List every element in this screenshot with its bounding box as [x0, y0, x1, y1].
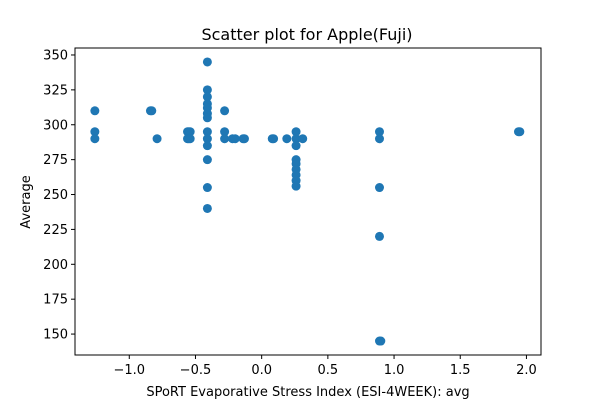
x-axis-label: SPoRT Evaporative Stress Index (ESI-4WEE… — [146, 385, 469, 400]
scatter-point — [90, 106, 100, 116]
y-tick-label: 225 — [43, 223, 68, 238]
x-tick-label: −1.0 — [113, 363, 145, 378]
scatter-point — [220, 134, 230, 144]
scatter-point — [298, 134, 308, 144]
y-axis-ticks: 150 175 200 225 250 275 300 325 350 — [43, 48, 75, 343]
scatter-point — [202, 155, 212, 165]
scatter-point — [374, 127, 384, 137]
y-tick-label: 175 — [43, 293, 68, 308]
scatter-point — [230, 134, 240, 144]
points-layer — [90, 57, 525, 346]
y-tick-label: 250 — [43, 188, 68, 203]
x-tick-label: 1.0 — [384, 363, 405, 378]
x-tick-label: 0.0 — [251, 363, 272, 378]
x-tick-label: 0.5 — [318, 363, 339, 378]
scatter-point — [269, 134, 279, 144]
scatter-point — [185, 134, 195, 144]
plot-frame — [74, 47, 542, 356]
y-tick-label: 325 — [43, 83, 68, 98]
x-tick-label: −0.5 — [180, 363, 212, 378]
y-tick-label: 350 — [43, 48, 68, 63]
scatter-point — [239, 134, 249, 144]
y-tick-label: 150 — [43, 328, 68, 343]
y-tick-label: 300 — [43, 118, 68, 133]
scatter-point — [90, 134, 100, 144]
scatter-point — [220, 106, 230, 116]
scatter-point — [202, 85, 212, 95]
scatter-point — [220, 127, 230, 137]
scatter-point — [374, 231, 384, 241]
scatter-point — [202, 203, 212, 213]
scatter-point — [152, 134, 162, 144]
y-tick-label: 200 — [43, 258, 68, 273]
scatter-point — [291, 134, 301, 144]
chart-title: Scatter plot for Apple(Fuji) — [201, 25, 412, 44]
scatter-point — [282, 134, 292, 144]
scatter-point — [202, 127, 212, 137]
y-axis-label: Average — [19, 175, 34, 228]
x-axis-ticks: −1.0 −0.5 0.0 0.5 1.0 1.5 2.0 — [113, 355, 537, 378]
scatter-point — [374, 183, 384, 193]
scatter-point — [202, 183, 212, 193]
scatter-point — [515, 127, 525, 137]
scatter-point — [147, 106, 157, 116]
scatter-point — [202, 113, 212, 123]
scatter-point — [202, 92, 212, 102]
x-tick-label: 1.5 — [450, 363, 471, 378]
scatter-point — [291, 127, 301, 137]
scatter-point — [376, 336, 386, 346]
scatter-point — [185, 127, 195, 137]
x-tick-label: 2.0 — [516, 363, 537, 378]
scatter-point — [202, 57, 212, 67]
y-tick-label: 275 — [43, 153, 68, 168]
scatter-point — [291, 181, 301, 191]
scatter-point — [291, 141, 301, 151]
scatter-point — [202, 141, 212, 151]
scatter-point — [374, 134, 384, 144]
scatter-point — [90, 127, 100, 137]
scatter-point — [202, 134, 212, 144]
